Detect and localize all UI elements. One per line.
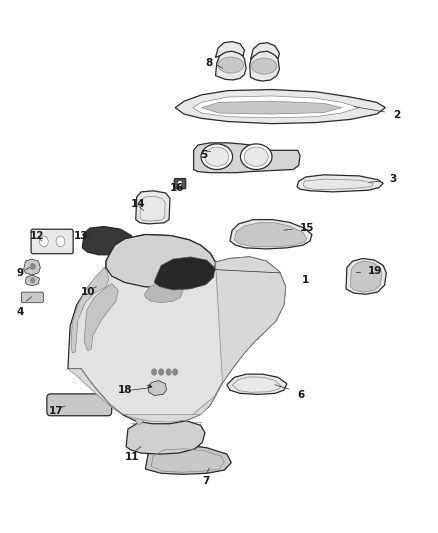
FancyBboxPatch shape <box>31 229 73 254</box>
Text: 9: 9 <box>17 268 24 278</box>
Text: 2: 2 <box>393 110 401 119</box>
Text: 16: 16 <box>170 183 184 192</box>
Polygon shape <box>230 220 312 249</box>
Polygon shape <box>193 96 359 118</box>
FancyBboxPatch shape <box>21 292 43 303</box>
Text: 10: 10 <box>81 287 95 297</box>
Circle shape <box>39 236 48 247</box>
Polygon shape <box>185 257 286 421</box>
Polygon shape <box>126 418 205 454</box>
Polygon shape <box>215 42 244 58</box>
Text: 5: 5 <box>201 150 208 159</box>
Ellipse shape <box>240 144 272 169</box>
Polygon shape <box>136 191 170 224</box>
Text: 1: 1 <box>301 275 309 285</box>
Text: 12: 12 <box>30 231 44 240</box>
Ellipse shape <box>244 147 268 166</box>
Polygon shape <box>251 43 279 60</box>
Text: 13: 13 <box>74 231 88 240</box>
Polygon shape <box>145 281 183 303</box>
Polygon shape <box>175 90 385 124</box>
Polygon shape <box>68 369 201 422</box>
Text: 15: 15 <box>300 223 314 233</box>
Text: 19: 19 <box>368 266 382 276</box>
Circle shape <box>178 181 182 185</box>
Text: 18: 18 <box>117 385 132 395</box>
Text: 6: 6 <box>298 391 305 400</box>
Polygon shape <box>68 235 286 424</box>
Polygon shape <box>346 259 386 294</box>
Polygon shape <box>148 381 166 395</box>
Circle shape <box>159 369 164 375</box>
Polygon shape <box>350 261 382 292</box>
Text: 17: 17 <box>49 407 64 416</box>
Polygon shape <box>234 223 307 247</box>
Polygon shape <box>145 445 231 474</box>
Ellipse shape <box>201 144 233 169</box>
Polygon shape <box>250 49 279 81</box>
FancyBboxPatch shape <box>47 394 112 416</box>
Circle shape <box>152 369 157 375</box>
Ellipse shape <box>218 57 244 73</box>
Text: 14: 14 <box>131 199 145 208</box>
Circle shape <box>136 416 143 424</box>
Polygon shape <box>194 143 300 173</box>
Circle shape <box>166 369 171 375</box>
Text: 4: 4 <box>17 307 24 317</box>
Polygon shape <box>82 227 134 255</box>
Ellipse shape <box>251 58 277 74</box>
Text: 7: 7 <box>202 476 210 486</box>
Polygon shape <box>25 275 39 286</box>
Polygon shape <box>106 235 215 288</box>
Circle shape <box>31 278 35 283</box>
Polygon shape <box>24 259 40 275</box>
Polygon shape <box>71 268 109 353</box>
Circle shape <box>56 236 65 247</box>
Circle shape <box>30 263 35 270</box>
Ellipse shape <box>205 147 229 166</box>
Circle shape <box>173 369 178 375</box>
Polygon shape <box>154 257 215 290</box>
FancyBboxPatch shape <box>174 179 186 189</box>
Polygon shape <box>297 175 383 192</box>
Text: 8: 8 <box>205 58 212 68</box>
Polygon shape <box>84 284 118 351</box>
Polygon shape <box>227 374 287 394</box>
Text: 11: 11 <box>125 453 139 462</box>
Polygon shape <box>215 50 246 80</box>
Text: 3: 3 <box>389 174 396 183</box>
Polygon shape <box>201 101 342 114</box>
